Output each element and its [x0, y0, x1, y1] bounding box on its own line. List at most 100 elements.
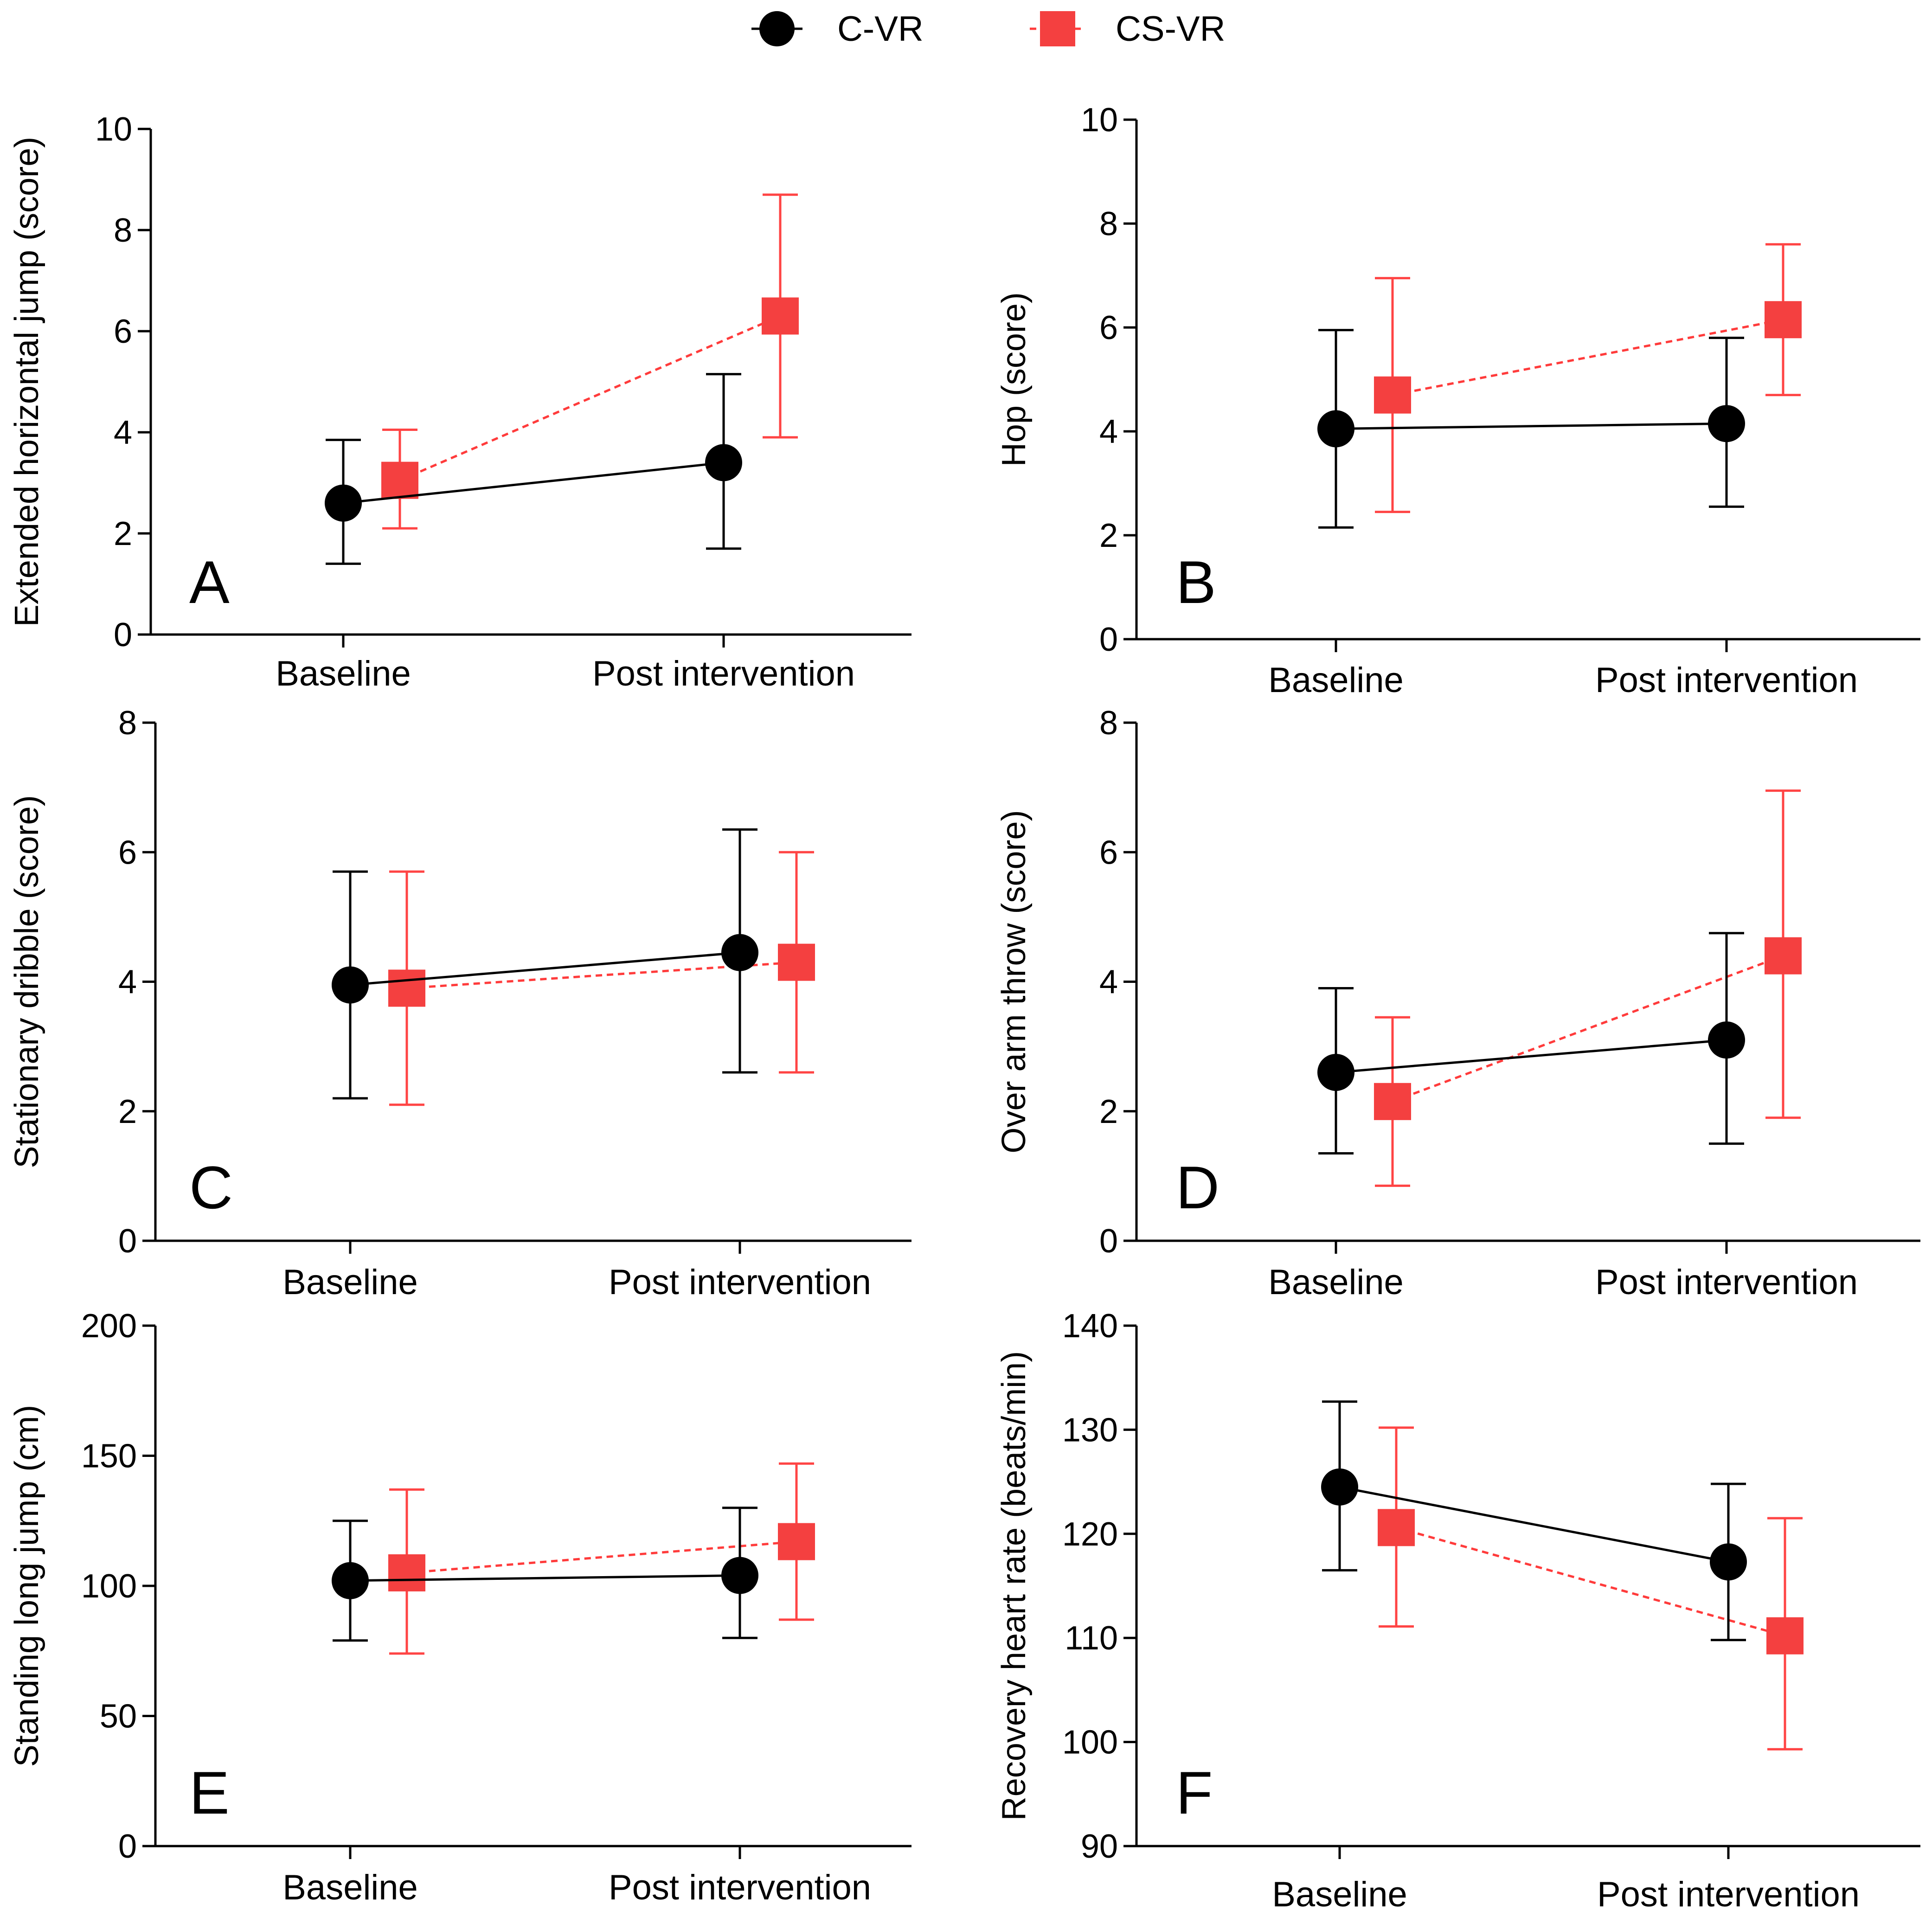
x-tick-label-f: Baseline [1272, 1875, 1407, 1914]
legend: C-VR CS-VR [751, 9, 1225, 49]
point-cs-vr-a [762, 297, 799, 335]
x-tick-label-b: Post intervention [1595, 661, 1858, 700]
y-tick-label-d: 6 [1099, 834, 1118, 871]
y-tick-label-b: 2 [1099, 517, 1118, 554]
y-tick-label-c: 6 [118, 834, 137, 871]
panel-c: 0 2 4 6 8 Baseline Post intervention Stationary… [8, 705, 911, 1302]
y-tick-label-b: 6 [1099, 309, 1118, 346]
point-cs-vr-d [1374, 1083, 1411, 1120]
panel-a: 0 2 4 6 8 10 Baseline Post intervention Extended… [8, 111, 911, 693]
y-tick-label-e: 100 [81, 1568, 137, 1605]
y-tick-label-a: 4 [114, 414, 132, 451]
y-tick-label-d: 0 [1099, 1223, 1118, 1260]
y-axis-title-c: Stationary dribble (score) [8, 795, 45, 1168]
point-c-vr-d [1708, 1021, 1745, 1059]
series-line-c-vr-e [350, 1574, 740, 1582]
x-tick-label-a: Baseline [276, 654, 411, 693]
x-tick-label-f: Post intervention [1597, 1875, 1860, 1914]
series-line-c-vr-c [350, 951, 740, 986]
y-tick-label-a: 0 [114, 616, 132, 654]
series-line-cs-vr-d [1392, 955, 1784, 1103]
panel-letter-b: B [1176, 548, 1216, 616]
panel-letter-e: E [189, 1759, 230, 1827]
y-tick-label-f: 90 [1081, 1828, 1118, 1865]
series-line-cs-vr-a [399, 315, 781, 481]
y-tick-label-e: 150 [81, 1438, 137, 1475]
series-line-c-vr-b [1335, 422, 1727, 430]
y-tick-label-f: 120 [1062, 1516, 1118, 1553]
panel-e: 0 50 100 150 200 Baseline Post intervention Sta… [8, 1308, 911, 1907]
y-tick-label-a: 2 [114, 515, 132, 552]
y-axis-title-d: Over arm throw (score) [995, 810, 1033, 1153]
y-tick-label-d: 2 [1099, 1093, 1118, 1130]
series-line-c-vr-f [1339, 1486, 1729, 1563]
point-c-vr-f [1710, 1543, 1747, 1581]
x-tick-label-b: Baseline [1268, 661, 1404, 700]
panel-letter-d: D [1176, 1154, 1220, 1221]
y-tick-label-e: 200 [81, 1308, 137, 1345]
point-cs-vr-c [778, 943, 815, 981]
y-tick-label-e: 50 [100, 1698, 137, 1735]
y-tick-label-e: 0 [118, 1828, 137, 1865]
point-c-vr-f [1321, 1468, 1358, 1506]
x-tick-label-d: Post intervention [1595, 1263, 1858, 1302]
panel-b: 0 2 4 6 8 10 Baseline Post intervention Hop (sco… [995, 102, 1920, 700]
point-cs-vr-e [778, 1523, 815, 1560]
y-tick-label-b: 8 [1099, 205, 1118, 243]
point-c-vr-b [1708, 405, 1745, 443]
y-tick-label-d: 8 [1099, 705, 1118, 742]
point-c-vr-c [721, 934, 758, 971]
x-tick-label-c: Baseline [282, 1263, 418, 1302]
y-tick-label-a: 10 [95, 111, 132, 148]
panel-d: 0 2 4 6 8 Baseline Post intervention Over arm t… [995, 705, 1920, 1302]
point-c-vr-e [332, 1562, 369, 1599]
y-tick-label-a: 8 [114, 212, 132, 249]
point-cs-vr-f [1766, 1617, 1804, 1655]
y-tick-label-f: 110 [1065, 1620, 1118, 1657]
y-axis-title-a: Extended horizontal jump (score) [8, 137, 45, 627]
point-cs-vr-b [1374, 376, 1411, 414]
panel-f: 90 100 110 120 130 140 Baseline Post interventi… [995, 1308, 1920, 1914]
point-cs-vr-e [388, 1554, 425, 1591]
panels: 0 2 4 6 8 10 Baseline Post intervention Extended… [8, 102, 1920, 1914]
x-tick-label-e: Post intervention [609, 1868, 871, 1907]
y-tick-label-f: 140 [1062, 1308, 1118, 1345]
series-line-c-vr-d [1335, 1039, 1727, 1074]
series-line-c-vr-a [343, 461, 724, 505]
legend-label-c-vr: C-VR [837, 9, 924, 49]
point-cs-vr-c [388, 969, 425, 1007]
y-tick-label-b: 0 [1099, 621, 1118, 658]
legend-marker-c-vr [759, 11, 795, 46]
point-c-vr-e [721, 1557, 758, 1594]
y-tick-label-c: 2 [118, 1093, 137, 1130]
point-cs-vr-f [1378, 1509, 1415, 1546]
panel-letter-c: C [189, 1154, 233, 1221]
y-tick-label-d: 4 [1099, 964, 1118, 1001]
y-axis-title-b: Hop (score) [995, 292, 1033, 467]
point-cs-vr-b [1765, 301, 1802, 339]
point-cs-vr-d [1765, 937, 1802, 975]
point-c-vr-c [332, 966, 369, 1004]
point-cs-vr-a [381, 462, 418, 499]
x-tick-label-e: Baseline [282, 1868, 418, 1907]
y-tick-label-f: 130 [1062, 1411, 1118, 1449]
panel-letter-f: F [1176, 1759, 1213, 1827]
series-line-cs-vr-b [1392, 318, 1784, 397]
y-tick-label-c: 8 [118, 705, 137, 742]
y-tick-label-f: 100 [1062, 1724, 1118, 1761]
point-c-vr-d [1317, 1053, 1354, 1091]
point-c-vr-a [705, 444, 742, 481]
y-tick-label-a: 6 [114, 313, 132, 350]
series-line-cs-vr-f [1396, 1526, 1785, 1637]
x-tick-label-c: Post intervention [609, 1263, 871, 1302]
x-tick-label-d: Baseline [1268, 1263, 1404, 1302]
y-axis-title-f: Recovery heart rate (beats/min) [995, 1351, 1033, 1821]
point-c-vr-b [1317, 410, 1354, 448]
y-axis-title-e: Standing long jump (cm) [8, 1405, 45, 1767]
y-tick-label-b: 4 [1099, 413, 1118, 450]
point-c-vr-a [325, 484, 362, 522]
y-tick-label-b: 10 [1081, 102, 1118, 139]
series-line-cs-vr-e [406, 1540, 797, 1574]
legend-marker-cs-vr [1040, 11, 1075, 46]
